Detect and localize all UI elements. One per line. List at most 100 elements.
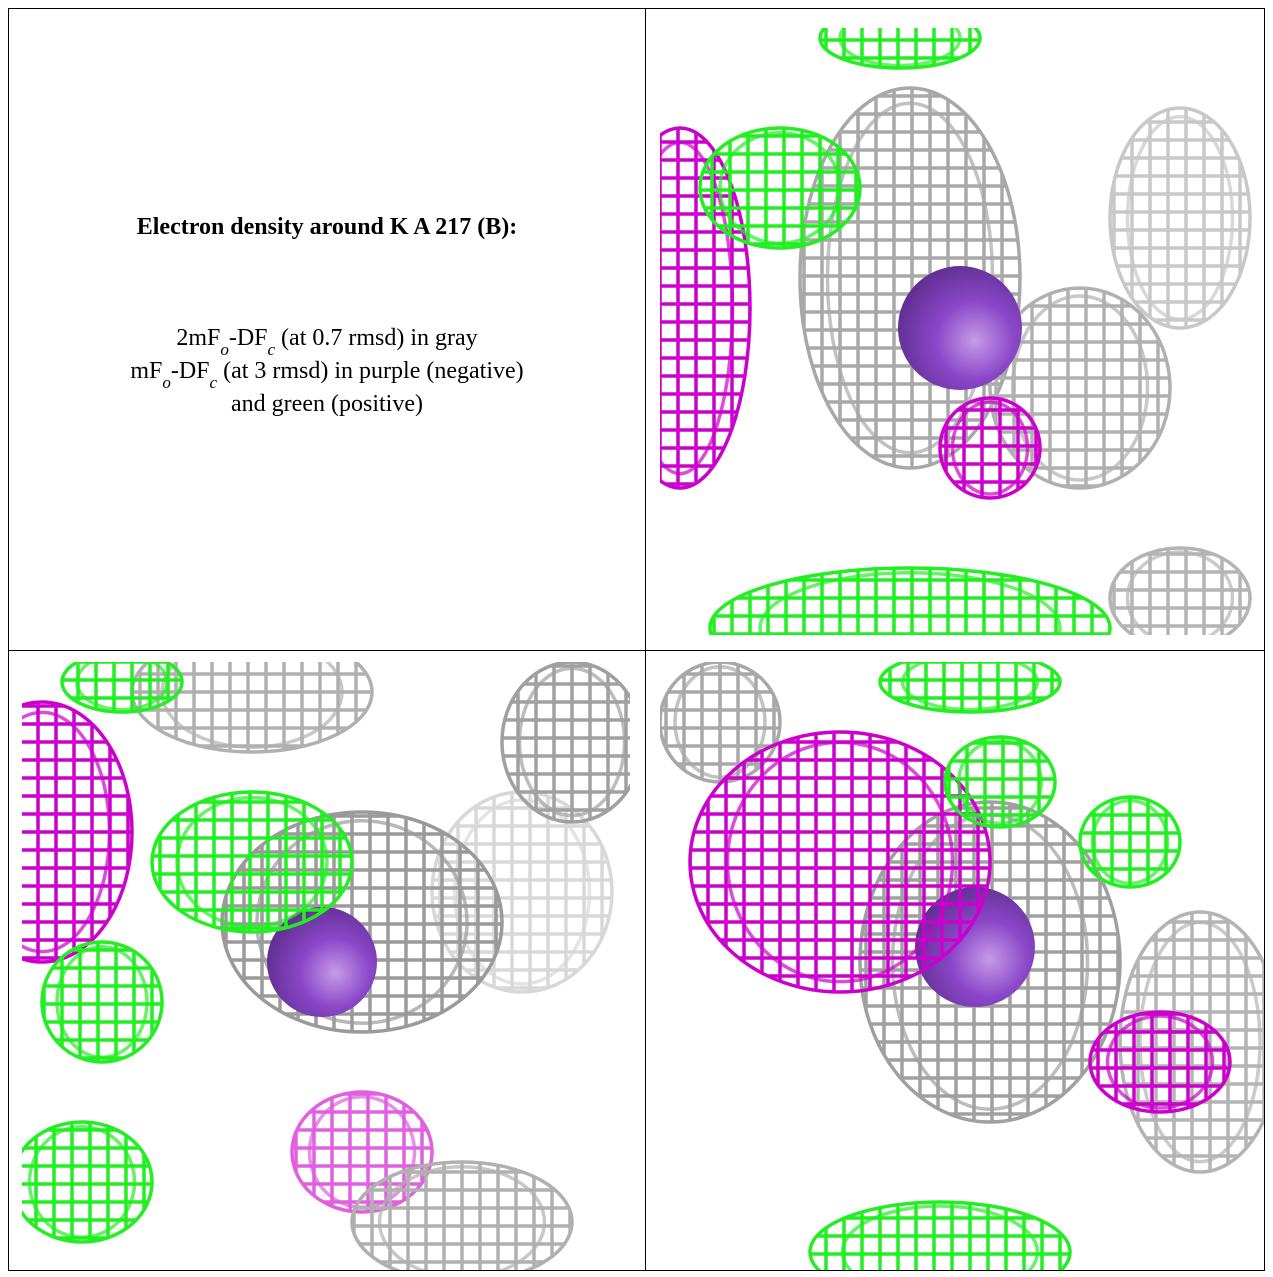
mesh-outline [1090, 798, 1170, 886]
mesh-outline [1105, 1014, 1215, 1110]
mesh-blob [22, 1120, 154, 1244]
potassium-sphere [898, 266, 1022, 390]
mesh-outline [1010, 294, 1150, 482]
mesh-outline [350, 1160, 574, 1270]
table-borders [8, 8, 1265, 1271]
mesh-outline [1088, 1010, 1232, 1114]
mesh-blob [1108, 546, 1252, 635]
mesh-outline [673, 665, 767, 779]
caption-line: mFo-DFc (at 3 rmsd) in purple (negative) [130, 358, 523, 392]
mesh-blob [878, 662, 1062, 714]
mesh-blob [1108, 106, 1252, 330]
mesh-outline [1138, 920, 1262, 1164]
mesh-blob [60, 662, 184, 714]
mesh-blob [988, 286, 1172, 490]
subscript: o [220, 340, 229, 359]
potassium-sphere [915, 887, 1035, 1007]
mesh-outline [840, 1204, 1040, 1270]
mesh-grid [945, 737, 1055, 827]
mesh-blob [40, 940, 164, 1064]
caption-text: mF [130, 358, 162, 384]
mesh-blob [818, 28, 982, 70]
caption-text: and green (positive) [231, 391, 423, 417]
mesh-grid [132, 662, 372, 752]
mesh-blob [22, 700, 134, 964]
mesh-grid [710, 568, 1110, 635]
mesh-outline [878, 662, 1062, 714]
caption-title: Electron density around K A 217 (B): [137, 214, 517, 240]
mesh-outline [500, 662, 630, 824]
table-outline [8, 8, 1265, 1271]
mesh-blob [943, 735, 1057, 829]
mesh-grid [700, 128, 860, 248]
mesh-outline [988, 286, 1172, 490]
mesh-grid [880, 662, 1060, 712]
mesh-blob [660, 662, 782, 784]
density-panel [660, 28, 1252, 635]
mesh-outline [1108, 106, 1252, 330]
mesh-outline [660, 140, 735, 476]
mesh-outline [698, 126, 862, 250]
mesh-grid [1110, 548, 1250, 635]
mesh-outline [290, 1090, 434, 1214]
mesh-blob [1118, 910, 1265, 1174]
mesh-outline [943, 735, 1057, 829]
mesh-blob [350, 1160, 574, 1270]
mesh-blob [150, 790, 354, 934]
mesh-outline [818, 28, 982, 70]
mesh-grid [1110, 108, 1250, 328]
mesh-outline [758, 571, 1062, 635]
mesh-blob [660, 126, 752, 490]
mesh-outline [1108, 546, 1252, 635]
mesh-outline [688, 730, 992, 994]
mesh-outline [725, 740, 955, 984]
mesh-outline [1118, 910, 1265, 1174]
mesh-outline [60, 662, 184, 714]
mesh-grid [660, 662, 780, 782]
mesh-outline [957, 738, 1043, 826]
mesh-outline [55, 945, 149, 1059]
mesh-outline [517, 666, 627, 818]
mesh-outline [150, 790, 354, 934]
mesh-grid [820, 28, 980, 68]
mesh-outline [838, 28, 962, 68]
subscript: c [210, 373, 218, 392]
subscript: c [268, 340, 276, 359]
mesh-blob [290, 1090, 434, 1214]
density-panel [660, 662, 1265, 1270]
mesh-grid [22, 1122, 152, 1242]
mesh-outline [950, 400, 1030, 496]
mesh-outline [22, 1120, 154, 1244]
mesh-outline [938, 396, 1042, 500]
mesh-grid [940, 398, 1040, 498]
mesh-grid [292, 1092, 432, 1212]
mesh-grid [1090, 1012, 1230, 1112]
mesh-outline [377, 1165, 547, 1270]
mesh-blob [698, 126, 862, 250]
potassium-sphere [267, 907, 377, 1017]
mesh-outline [858, 800, 1122, 1124]
caption-line: 2mFo-DFc (at 0.7 rmsd) in gray [176, 325, 477, 359]
mesh-outline [1125, 115, 1235, 321]
mesh-grid [352, 1162, 572, 1270]
mesh-outline [75, 662, 169, 712]
density-panel [22, 662, 630, 1270]
mesh-outline [708, 566, 1112, 635]
mesh-grid [152, 792, 352, 932]
subscript: o [162, 373, 171, 392]
mesh-grid [42, 942, 162, 1062]
mesh-outline [660, 126, 752, 490]
mesh-blob [708, 566, 1112, 635]
mesh-blob [808, 1200, 1072, 1270]
mesh-outline [22, 710, 112, 954]
mesh-blob [938, 396, 1042, 500]
mesh-outline [1078, 795, 1182, 889]
mesh-outline [27, 1125, 137, 1239]
mesh-blob [1078, 795, 1182, 889]
mesh-outline [798, 86, 1022, 470]
mesh-outline [255, 819, 469, 1025]
mesh-grid [990, 288, 1170, 488]
mesh-outline [175, 795, 329, 929]
